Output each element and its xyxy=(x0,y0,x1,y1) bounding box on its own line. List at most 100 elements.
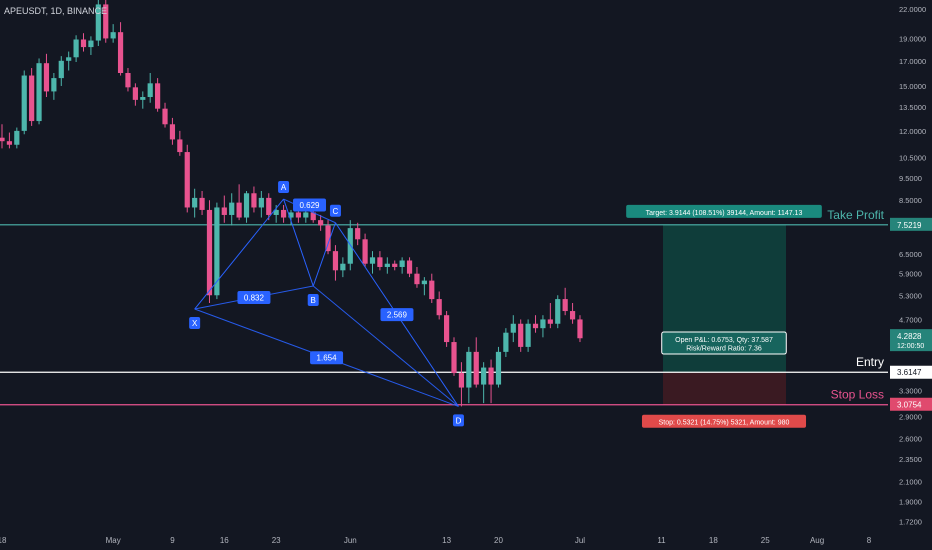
candle xyxy=(251,186,257,213)
candle xyxy=(88,36,94,55)
candle xyxy=(169,117,176,145)
candle xyxy=(43,53,50,98)
candle xyxy=(117,22,124,76)
time-tick: 25 xyxy=(761,536,770,545)
candle xyxy=(110,24,116,43)
pattern-ratio-label: 0.629 xyxy=(293,198,327,212)
candle xyxy=(532,315,539,333)
svg-text:2.569: 2.569 xyxy=(387,311,408,320)
pattern-point-d[interactable]: D xyxy=(452,414,464,427)
candle xyxy=(229,193,235,226)
candle xyxy=(0,124,5,149)
candle xyxy=(392,260,398,271)
price-tick: 4.7000 xyxy=(899,315,922,324)
take-profit-caption: Take Profit xyxy=(827,208,884,222)
time-tick: 13 xyxy=(442,536,451,545)
candle xyxy=(577,315,583,343)
candle xyxy=(6,132,13,149)
candle xyxy=(236,184,242,221)
candle xyxy=(266,193,272,221)
candle xyxy=(332,245,339,281)
stop-price-badge: 3.0754 xyxy=(890,397,932,411)
candle xyxy=(340,257,346,278)
svg-text:B: B xyxy=(311,296,316,305)
time-tick: 16 xyxy=(220,536,229,545)
time-tick: Jul xyxy=(575,536,585,545)
pattern-leg xyxy=(194,198,284,310)
time-tick: Jun xyxy=(344,536,357,545)
candle xyxy=(362,233,368,267)
pattern-point-x[interactable]: X xyxy=(189,317,201,330)
time-tick: May xyxy=(106,536,121,545)
xabcd-pattern[interactable]: X A B C D 0.629 0.832 2.569 1.654 xyxy=(189,181,464,427)
candle xyxy=(258,190,264,218)
candle xyxy=(73,35,79,62)
pattern-point-a[interactable]: A xyxy=(278,181,290,194)
time-tick: 20 xyxy=(494,536,503,545)
candle xyxy=(280,205,287,223)
svg-text:X: X xyxy=(192,319,198,328)
price-axis[interactable]: 22.0000 19.0000 17.0000 15.0000 13.5000 12.00… xyxy=(899,5,926,527)
pattern-point-b[interactable]: B xyxy=(307,293,319,306)
candle xyxy=(451,337,457,376)
price-tick: 3.3000 xyxy=(899,387,922,396)
svg-text:12:00:50: 12:00:50 xyxy=(897,343,924,350)
entry-price-badge: 3.6147 xyxy=(890,365,932,379)
pattern-ratio-label: 2.569 xyxy=(380,308,414,322)
candle xyxy=(36,58,42,125)
price-tick: 2.1000 xyxy=(899,477,922,486)
price-tick: 19.0000 xyxy=(899,34,926,43)
svg-text:A: A xyxy=(281,183,287,192)
candle xyxy=(384,257,390,274)
candle xyxy=(14,127,20,149)
current-price-badge: 4.2828 12:00:50 xyxy=(890,329,932,352)
candle xyxy=(214,202,220,300)
svg-text:D: D xyxy=(456,416,462,425)
candle xyxy=(414,266,420,288)
candle xyxy=(473,337,479,388)
target-label: Target: 3.9144 (108.51%) 39144, Amount: … xyxy=(626,204,822,218)
svg-text:Risk/Reward Ratio: 7.36: Risk/Reward Ratio: 7.36 xyxy=(686,346,762,353)
candle xyxy=(325,220,331,255)
time-tick: 23 xyxy=(272,536,281,545)
price-tick: 17.0000 xyxy=(899,57,926,66)
candle xyxy=(510,315,516,343)
pattern-ratio-line xyxy=(312,285,459,407)
pattern-leg xyxy=(312,222,336,287)
candle xyxy=(29,68,35,126)
price-tick: 2.3500 xyxy=(899,455,922,464)
candle xyxy=(125,68,131,92)
time-tick: 18 xyxy=(709,536,718,545)
svg-text:7.5219: 7.5219 xyxy=(897,221,922,230)
time-axis[interactable]: 18 May 9 16 23 Jun 13 20 Jul 11 18 25 Aug 8 xyxy=(0,536,872,545)
candle xyxy=(481,362,487,404)
candle xyxy=(132,83,138,106)
candle xyxy=(444,311,450,347)
pattern-ratio-label: 0.832 xyxy=(237,290,271,304)
candle xyxy=(51,73,57,100)
pattern-point-c[interactable]: C xyxy=(329,204,341,217)
svg-text:0.629: 0.629 xyxy=(299,201,320,210)
candle xyxy=(58,56,64,86)
candle xyxy=(503,328,509,357)
loss-zone xyxy=(663,372,786,405)
svg-text:Stop: 0.5321 (14.75%) 5321, Am: Stop: 0.5321 (14.75%) 5321, Amount: 980 xyxy=(659,420,790,427)
time-tick: 8 xyxy=(867,536,872,545)
price-tick: 6.5000 xyxy=(899,250,922,259)
candle xyxy=(288,209,294,226)
svg-text:C: C xyxy=(333,207,339,216)
candle xyxy=(518,319,524,352)
candles-layer xyxy=(0,0,583,407)
svg-text:Target: 3.9144 (108.51%) 39144: Target: 3.9144 (108.51%) 39144, Amount: … xyxy=(646,210,803,217)
pattern-ratio-label: 1.654 xyxy=(310,351,344,365)
candle xyxy=(406,257,413,278)
candle xyxy=(192,188,198,218)
candle xyxy=(66,51,72,71)
pattern-leg xyxy=(283,198,314,287)
candle xyxy=(569,302,576,324)
price-tick: 1.7200 xyxy=(899,518,922,527)
svg-text:1.654: 1.654 xyxy=(317,354,338,363)
price-tick: 9.5000 xyxy=(899,174,922,183)
